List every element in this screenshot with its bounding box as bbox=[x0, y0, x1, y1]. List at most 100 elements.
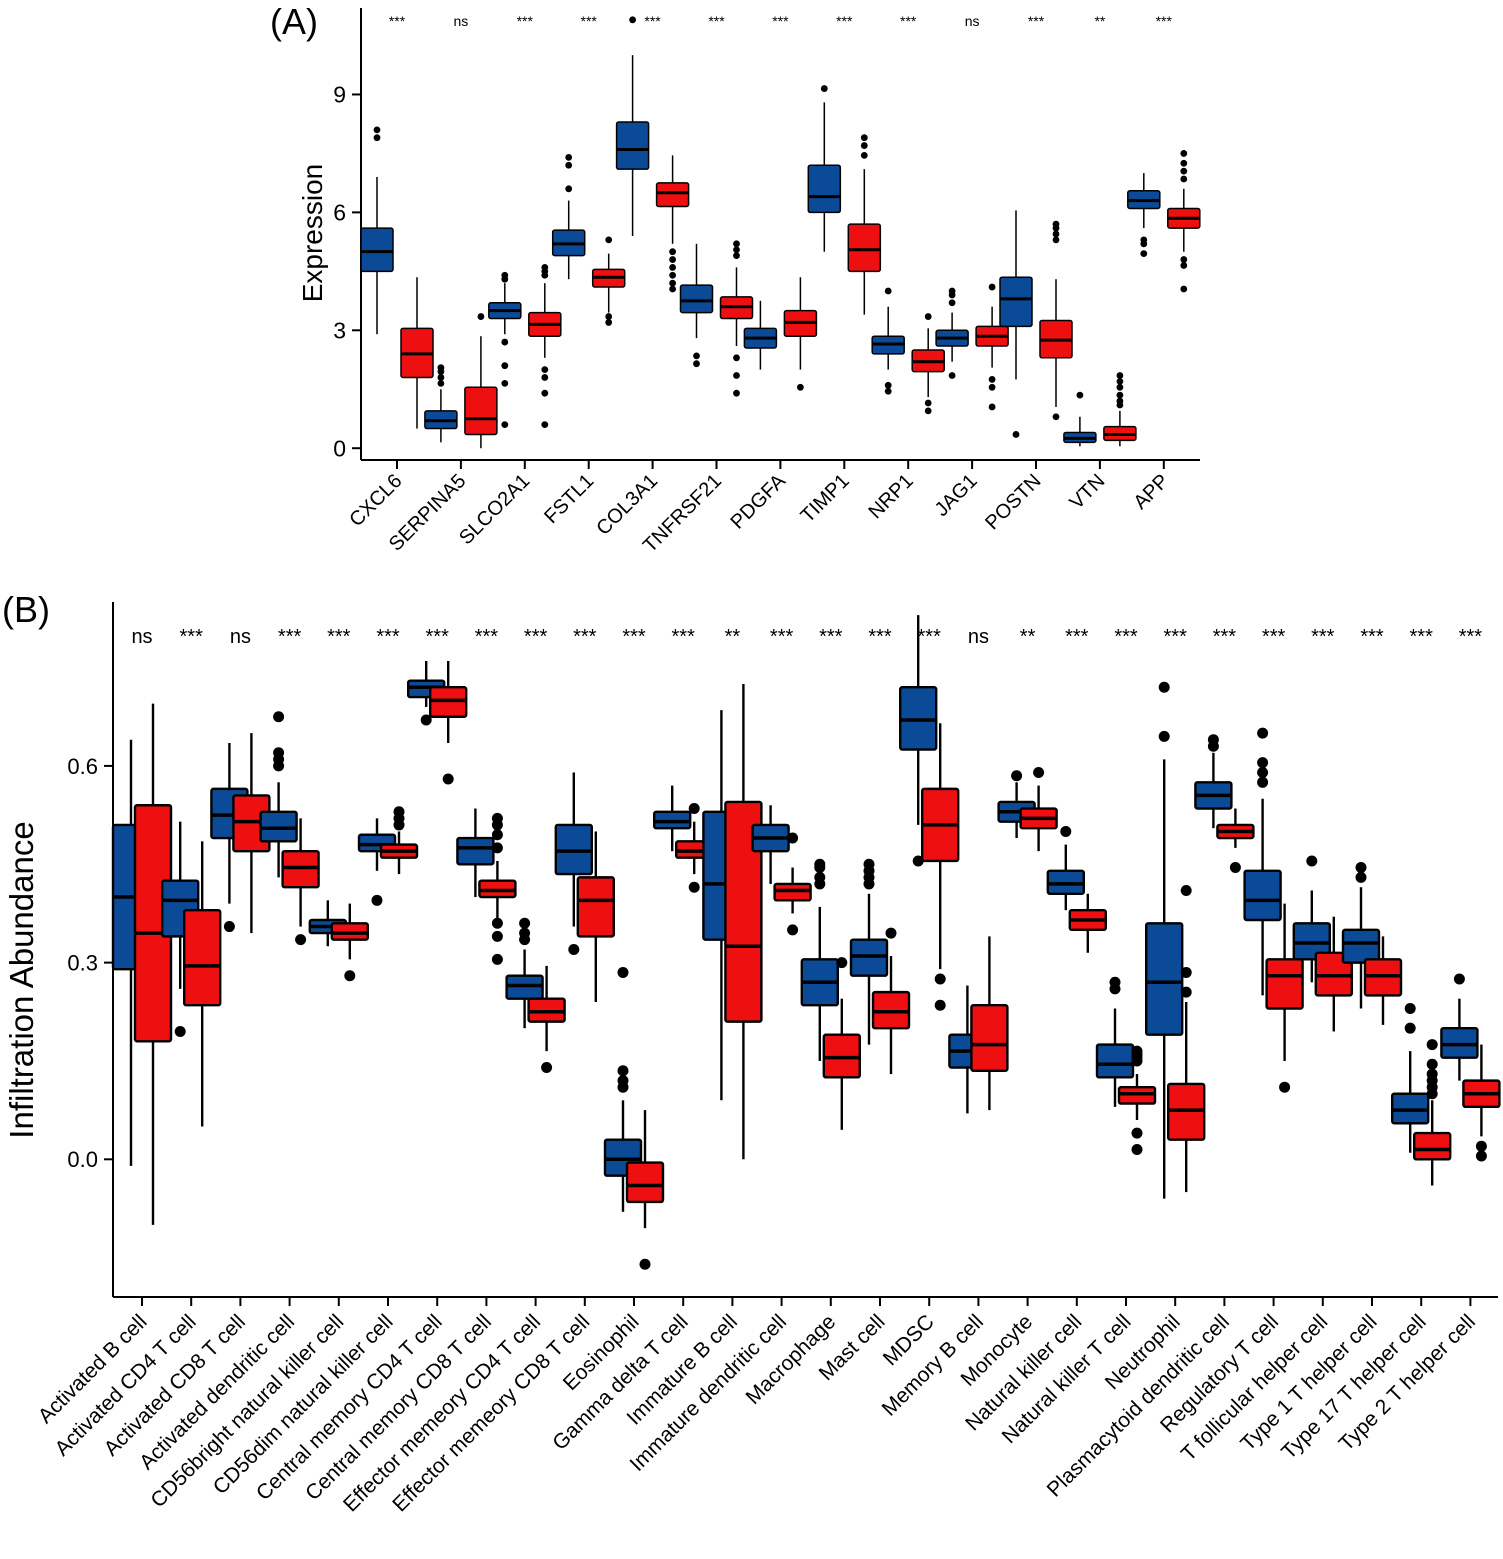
panel-a-y-axis-title: Expression bbox=[297, 164, 328, 303]
panel-b-normal-outlier-point bbox=[1060, 825, 1072, 837]
panel-b-disease-outlier-point bbox=[1426, 1068, 1438, 1080]
panel-b-normal-outlier-point bbox=[1257, 766, 1269, 778]
panel-b-disease-box bbox=[1265, 958, 1304, 1010]
panel-b-significance-label: *** bbox=[819, 626, 843, 648]
panel-a-disease-box bbox=[847, 223, 882, 273]
panel-b-normal-outlier-point bbox=[1257, 776, 1269, 788]
panel-a-normal-outlier-point bbox=[948, 299, 956, 307]
panel-a-x-tick-label: PDGFA bbox=[726, 470, 790, 534]
panel-b-normal-outlier-point bbox=[420, 714, 432, 726]
panel-b-significance-label: *** bbox=[622, 626, 646, 648]
panel-a-disease-outlier-point bbox=[924, 399, 932, 407]
panel-a-x-tick-label: JAG1 bbox=[931, 470, 982, 521]
panel-a-normal-outlier-point bbox=[1140, 240, 1148, 248]
panel-b-significance-label: *** bbox=[327, 626, 351, 648]
panel-b-significance-label: *** bbox=[672, 626, 696, 648]
panel-a-normal-outlier-point bbox=[501, 362, 509, 370]
panel-b-disease-box bbox=[625, 1161, 665, 1204]
panel-a-x-tick-label: POSTN bbox=[981, 470, 1045, 534]
panel-b-normal-outlier-point bbox=[1453, 973, 1465, 985]
panel-b-disease-outlier-point bbox=[639, 1258, 651, 1270]
panel-b-disease-outlier-point bbox=[1131, 1045, 1143, 1057]
panel-b-normal-box bbox=[1095, 1043, 1135, 1079]
panel-a-normal-outlier-point bbox=[1012, 431, 1020, 438]
panel-a-disease-outlier-point bbox=[733, 372, 740, 379]
panel-b-disease-outlier-point bbox=[688, 881, 700, 893]
panel-b-disease-outlier-point bbox=[491, 842, 503, 854]
panel-a-significance-label: *** bbox=[517, 13, 534, 29]
panel-b-significance-label: *** bbox=[1410, 626, 1434, 648]
panel-b-disease-outlier-point bbox=[787, 832, 799, 844]
panel-a-x-tick-label: CXCL6 bbox=[345, 470, 406, 531]
panel-b-normal-outlier-point bbox=[1404, 1022, 1416, 1034]
panel-b-disease-outlier-point bbox=[1180, 986, 1192, 998]
panel-a-normal-outlier-point bbox=[884, 287, 892, 295]
panel-b-disease-outlier-point bbox=[344, 970, 356, 982]
panel-b-y-tick-label: 0.3 bbox=[67, 951, 98, 976]
panel-a-normal-outlier-point bbox=[565, 161, 573, 169]
panel-a-disease-outlier-point bbox=[1180, 262, 1188, 269]
panel-a-disease-outlier-point bbox=[605, 319, 613, 326]
panel-b-significance-label: *** bbox=[524, 626, 548, 648]
panel-a-x-tick-label: APP bbox=[1129, 470, 1173, 514]
panel-a-y-tick-label: 9 bbox=[333, 82, 346, 108]
panel-b-normal-outlier-point bbox=[814, 858, 826, 870]
panel-a-normal-outlier-point bbox=[437, 379, 445, 387]
panel-a-disease-outlier-point bbox=[669, 256, 676, 263]
panel-a-significance-label: *** bbox=[900, 13, 917, 29]
panel-a-disease-outlier-point bbox=[477, 313, 485, 320]
panel-a-x-tick-label: VTN bbox=[1066, 470, 1110, 514]
panel-a-disease-outlier-point bbox=[733, 246, 740, 254]
panel-a-disease-outlier-point bbox=[541, 389, 549, 397]
panel-b-normal-outlier-point bbox=[273, 711, 285, 723]
panel-a-normal-outlier-point bbox=[693, 360, 700, 368]
panel-a-disease-outlier-point bbox=[669, 285, 676, 293]
panel-a-significance-label: *** bbox=[1156, 13, 1173, 29]
panel-b-label: (B) bbox=[2, 589, 50, 630]
panel-a-normal-outlier-point bbox=[373, 134, 381, 142]
panel-a-disease-outlier-point bbox=[1180, 159, 1188, 167]
panel-b-disease-outlier-point bbox=[1229, 862, 1241, 874]
panel-a-x-tick-label: NRP1 bbox=[864, 470, 917, 523]
panel-b-y-tick-label: 0.0 bbox=[67, 1147, 98, 1172]
panel-a-normal-outlier-point bbox=[501, 271, 509, 279]
panel-b-significance-label: *** bbox=[1065, 626, 1089, 648]
panel-a-normal-outlier-point bbox=[884, 381, 892, 389]
panel-b-normal-outlier-point bbox=[1355, 862, 1367, 874]
panel-a-normal-outlier-point bbox=[1140, 250, 1148, 258]
panel-a-disease-outlier-point bbox=[1052, 230, 1060, 238]
panel-b-significance-label: *** bbox=[180, 626, 204, 648]
panel-b-significance-label: ns bbox=[131, 626, 152, 648]
panel-a-disease-outlier-point bbox=[988, 403, 996, 411]
panel-a-significance-label: ** bbox=[1094, 13, 1105, 29]
panel-b-significance-label: *** bbox=[376, 626, 400, 648]
panel-b-significance-label: *** bbox=[1114, 626, 1138, 648]
panel-a-disease-outlier-point bbox=[733, 240, 740, 248]
panel-a-normal-box bbox=[360, 227, 394, 273]
panel-a-significance-label: *** bbox=[836, 13, 853, 29]
panel-a-significance-label: ns bbox=[454, 13, 469, 29]
panel-b-disease-box bbox=[724, 800, 763, 1023]
panel-a-normal-outlier-point bbox=[948, 372, 956, 379]
panel-b-significance-label: ns bbox=[230, 626, 251, 648]
panel-a-disease-outlier-point bbox=[1116, 383, 1124, 391]
panel-a-disease-outlier-point bbox=[733, 252, 740, 260]
panel-a-normal-box bbox=[807, 164, 842, 214]
panel-a-disease-outlier-point bbox=[733, 354, 740, 362]
panel-b-y-tick-label: 0.6 bbox=[67, 754, 98, 779]
panel-a-disease-outlier-point bbox=[541, 264, 549, 271]
panel-b-normal-outlier-point bbox=[1404, 1003, 1416, 1015]
panel-b-significance-label: *** bbox=[1164, 626, 1188, 648]
panel-a-disease-outlier-point bbox=[1180, 167, 1188, 175]
panel-a-significance-label: *** bbox=[1028, 13, 1045, 29]
panel-a-normal-outlier-point bbox=[1076, 391, 1084, 399]
panel-b-normal-box bbox=[1144, 922, 1184, 1036]
panel-b-disease-outlier-point bbox=[934, 973, 946, 985]
panel-b-normal-outlier-point bbox=[1306, 855, 1318, 867]
panel-a-x-tick-label: TIMP1 bbox=[797, 470, 854, 527]
panel-b-normal-outlier-point bbox=[273, 747, 285, 759]
panel-a-normal-box bbox=[999, 276, 1033, 328]
panel-b-disease-outlier-point bbox=[1426, 1058, 1438, 1070]
panel-a-disease-outlier-point bbox=[1116, 391, 1124, 399]
panel-b-disease-outlier-point bbox=[1475, 1140, 1487, 1152]
